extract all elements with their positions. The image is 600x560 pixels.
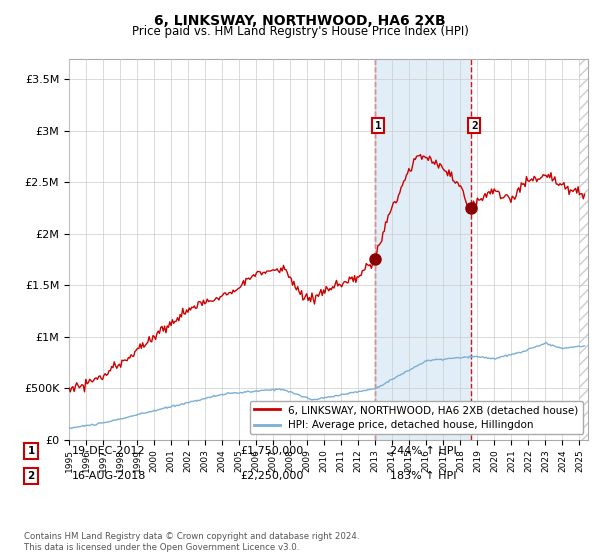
Text: 16-AUG-2018: 16-AUG-2018 [72, 471, 146, 481]
Legend: 6, LINKSWAY, NORTHWOOD, HA6 2XB (detached house), HPI: Average price, detached h: 6, LINKSWAY, NORTHWOOD, HA6 2XB (detache… [250, 401, 583, 435]
Text: 244% ↑ HPI: 244% ↑ HPI [390, 446, 457, 456]
Bar [375, 59, 471, 440]
Text: £2,250,000: £2,250,000 [240, 471, 304, 481]
Bar [580, 59, 588, 440]
Text: 6, LINKSWAY, NORTHWOOD, HA6 2XB: 6, LINKSWAY, NORTHWOOD, HA6 2XB [154, 14, 446, 28]
Text: £1,750,000: £1,750,000 [240, 446, 303, 456]
Text: 19-DEC-2012: 19-DEC-2012 [72, 446, 146, 456]
Text: 2: 2 [471, 121, 478, 130]
Text: 2: 2 [28, 471, 35, 481]
Text: Price paid vs. HM Land Registry's House Price Index (HPI): Price paid vs. HM Land Registry's House … [131, 25, 469, 38]
Text: Contains HM Land Registry data © Crown copyright and database right 2024.
This d: Contains HM Land Registry data © Crown c… [24, 532, 359, 552]
Text: 1: 1 [28, 446, 35, 456]
Text: 1: 1 [375, 121, 382, 130]
Text: 183% ↑ HPI: 183% ↑ HPI [390, 471, 457, 481]
Bar [580, 59, 588, 440]
